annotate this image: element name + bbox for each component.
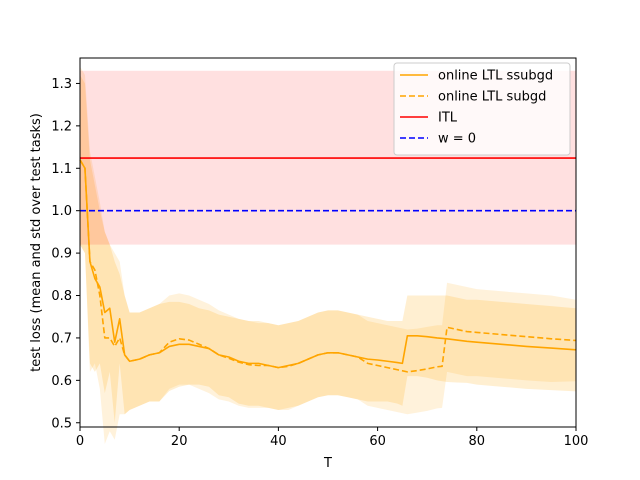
y-axis-label: test loss (mean and std over test tasks) <box>29 113 44 372</box>
y-tick-label: 0.7 <box>51 331 72 346</box>
series-line-online-ltl-subgd <box>79 159 577 373</box>
x-tick-label: 80 <box>469 434 486 449</box>
y-tick-label: 0.6 <box>51 374 72 389</box>
y-tick-label: 1.3 <box>51 77 72 92</box>
legend-box <box>393 62 571 156</box>
x-tick-label: 60 <box>369 434 386 449</box>
x-tick-label: 100 <box>564 434 589 449</box>
std-band-online-ltl-ssubgd <box>80 74 576 423</box>
std-band-online-ltl-subgd <box>80 66 576 444</box>
series-lines <box>79 157 577 373</box>
x-tick-label: 40 <box>270 434 287 449</box>
legend-label-w-0: w = 0 <box>438 132 476 147</box>
y-tick-label: 0.8 <box>51 289 72 304</box>
x-tick-label: 20 <box>171 434 188 449</box>
x-axis-label: T <box>323 456 332 471</box>
x-axis-ticks: 0 20 40 60 80 100 <box>76 427 589 449</box>
y-tick-label: 1.1 <box>51 162 72 177</box>
y-tick-label: 1.0 <box>51 204 72 219</box>
y-tick-label: 0.9 <box>51 247 72 262</box>
legend-label-online-ltl-subgd: online LTL subgd <box>438 90 546 105</box>
y-tick-label: 1.2 <box>51 119 72 134</box>
x-tick-label: 0 <box>76 434 84 449</box>
y-tick-label: 0.5 <box>51 416 72 431</box>
y-axis-ticks: 0.5 0.6 0.7 0.8 0.9 1.0 1.1 1.2 1.3 <box>51 77 80 431</box>
legend-label-itl: ITL <box>438 111 458 126</box>
plot-frame <box>79 57 577 428</box>
legend: online LTL ssubgd online LTL subgd ITL w = … <box>393 62 571 156</box>
legend-label-online-ltl-ssubgd: online LTL ssubgd <box>438 69 553 84</box>
